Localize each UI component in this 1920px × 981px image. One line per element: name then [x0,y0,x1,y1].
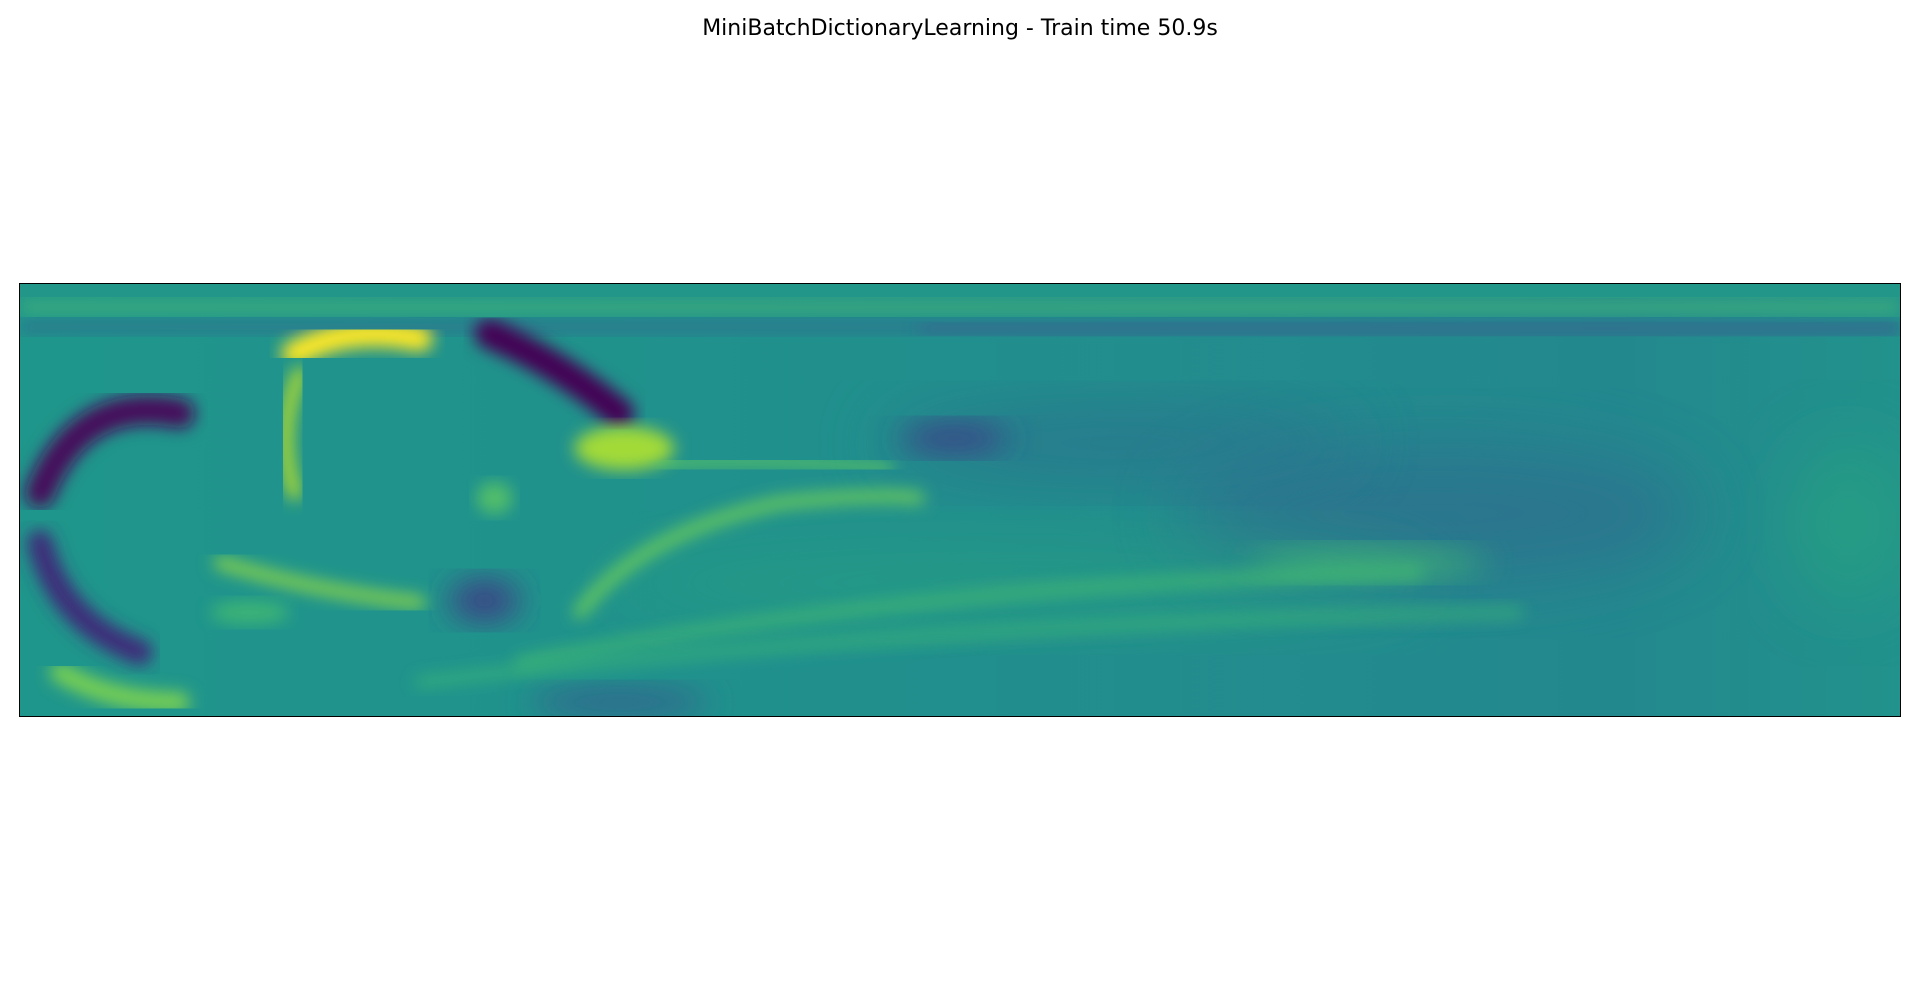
heatmap-feature-bright [209,600,290,625]
heatmap-feature-bright [573,490,926,619]
heatmap-blob [1788,443,1900,603]
heatmap-blob [599,542,1439,623]
heatmap-feature-bright [281,320,433,367]
heatmap-feature-bright [514,567,1424,668]
heatmap-feature-dark [529,688,710,716]
heatmap-feature-dark [899,424,1009,453]
heatmap-feature-dark [26,529,153,666]
heatmap-feature-bright [49,662,190,713]
heatmap-blob [879,408,1359,479]
heatmap-feature-bright [278,366,307,500]
heatmap-blob [1178,443,1699,583]
heatmap-feature-bright [414,607,1524,688]
heatmap-feature-dark [24,395,195,508]
heatmap-feature-bright [574,426,675,471]
heatmap-band [20,299,1900,314]
heatmap-image [20,284,1900,716]
heatmap-feature-dark [449,580,520,621]
heatmap-feature-dark [474,318,635,429]
heatmap-feature-bright [476,482,513,514]
heatmap-band [919,323,1900,334]
chart-title: MiniBatchDictionaryLearning - Train time… [702,16,1218,41]
heatmap-band [20,284,1900,298]
heatmap-feature-bright [213,556,426,609]
heatmap-feature-bright [654,456,895,474]
heatmap-axes [19,283,1901,717]
heatmap-feature-bright [1248,548,1489,577]
